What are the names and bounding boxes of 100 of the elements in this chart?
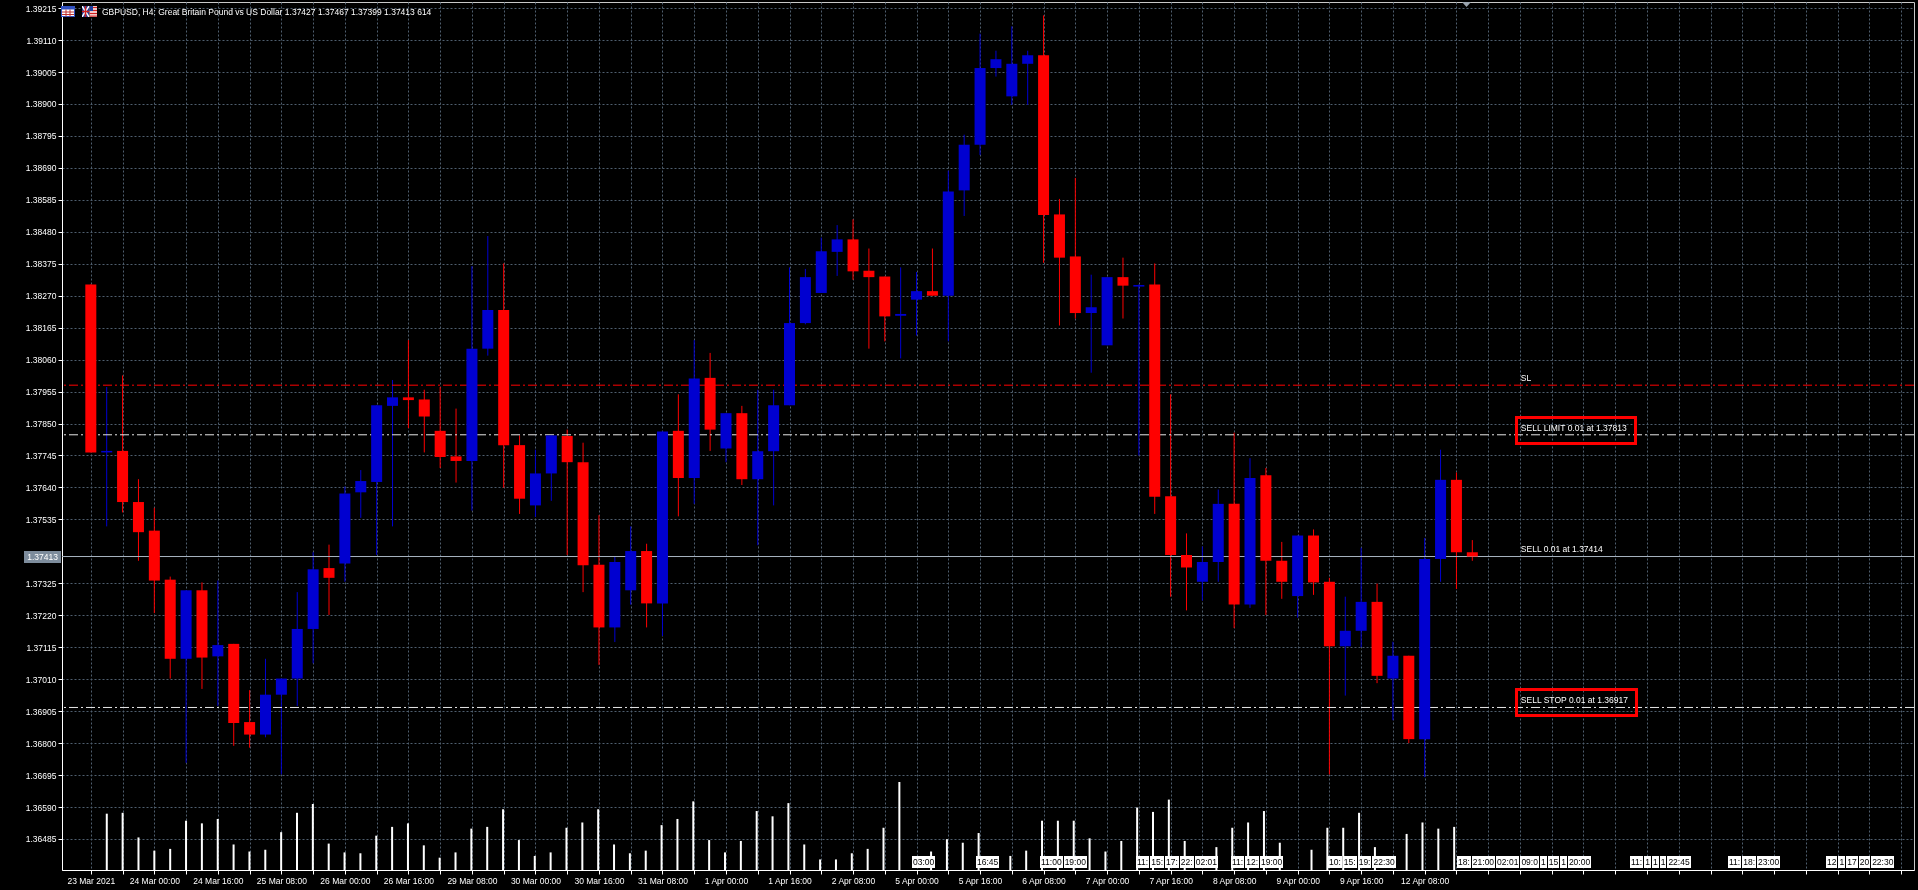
- y-tick-label: 1.37955: [25, 387, 57, 398]
- candlestick: [1276, 541, 1288, 600]
- candlestick: [1180, 532, 1192, 611]
- ref-line-label: SELL STOP 0.01 at 1.36917: [1520, 695, 1628, 706]
- y-tick-label: 1.37535: [25, 514, 57, 525]
- x-tick-label: 2 Apr 08:00: [831, 875, 876, 886]
- text: 12: [1826, 856, 1838, 868]
- candlestick: [1196, 545, 1208, 602]
- x-tick-label: 9 Apr 16:00: [1339, 875, 1384, 886]
- annotation: 16:45: [976, 856, 1000, 868]
- annotation: 02:01: [1194, 856, 1218, 868]
- candlestick: [212, 580, 224, 707]
- x-tick-label: 25 Mar 08:00: [256, 875, 308, 886]
- text: 1: [1659, 856, 1667, 868]
- annotation: 17:: [1165, 856, 1179, 868]
- y-tick-label: 1.39005: [25, 67, 57, 78]
- text: 11:: [1728, 856, 1742, 868]
- candlestick: [450, 408, 462, 484]
- x-tick-label: 6 Apr 08:00: [1022, 875, 1067, 886]
- ref-line-label: SL: [1520, 373, 1532, 384]
- annotation: 19:00: [1260, 856, 1284, 868]
- annotation: 19:: [1357, 856, 1372, 868]
- y-tick-label: 1.36590: [25, 802, 57, 813]
- text: 15: [1547, 856, 1560, 868]
- candlestick: [1117, 257, 1129, 320]
- y-tick-label: 1.38690: [25, 163, 57, 174]
- annotation: 22:30: [1372, 856, 1396, 868]
- x-tick-label: 29 Mar 08:00: [447, 875, 498, 886]
- x-tick-label: 8 Apr 08:00: [1212, 875, 1257, 886]
- text: 02:01: [1496, 856, 1520, 868]
- x-tick-label: 23 Mar 2021: [67, 875, 116, 886]
- x-tick-label: 9 Apr 00:00: [1276, 875, 1321, 886]
- text: 1: [1644, 856, 1651, 868]
- text: 1: [1560, 856, 1567, 868]
- x-tick-label: 5 Apr 16:00: [958, 875, 1003, 886]
- y-tick-label: 1.38585: [25, 195, 57, 206]
- annotation: 12:: [1245, 856, 1260, 868]
- y-tick-label: 1.36905: [25, 706, 57, 717]
- x-tick-label: 5 Apr 00:00: [895, 875, 940, 886]
- y-tick-label: 1.37115: [26, 642, 57, 653]
- candlestick: [926, 248, 938, 297]
- candlestick: [355, 469, 367, 519]
- x-tick-label: 24 Mar 16:00: [193, 875, 244, 886]
- text: 23:00: [1757, 856, 1781, 868]
- y-tick-label: 1.37850: [25, 419, 57, 430]
- x-tick-label: 1 Apr 00:00: [704, 875, 749, 886]
- candlestick: [1466, 539, 1478, 562]
- candlestick: [895, 266, 907, 359]
- y-tick-label: 1.38270: [25, 291, 57, 302]
- text: 11:: [1630, 856, 1644, 868]
- y-tick-label: 1.38165: [25, 323, 57, 334]
- candlestick: [1085, 274, 1097, 374]
- y-tick-label: 1.39215: [25, 3, 57, 14]
- x-tick-label: 30 Mar 00:00: [510, 875, 562, 886]
- text: 20:00: [1567, 856, 1592, 868]
- candlestick: [863, 248, 875, 350]
- y-tick-label: 1.38795: [25, 131, 57, 142]
- candlestick: [387, 379, 399, 527]
- annotation: 10:: [1328, 856, 1342, 868]
- text: 09:0: [1520, 856, 1539, 868]
- text: 1: [1651, 856, 1659, 868]
- text: 18:: [1742, 856, 1757, 868]
- y-tick-label: 1.37325: [25, 578, 57, 589]
- y-tick-label: 1.38060: [25, 355, 57, 366]
- text: 1: [1539, 856, 1547, 868]
- ref-line-label: 1.37413: [24, 550, 61, 563]
- y-tick-label: 1.36695: [25, 770, 57, 781]
- text: 1: [1838, 856, 1846, 868]
- annotation: 19:00: [1063, 856, 1087, 868]
- x-tick-label: 26 Mar 00:00: [320, 875, 371, 886]
- x-tick-label: 7 Apr 00:00: [1085, 875, 1130, 886]
- y-tick-label: 1.36800: [25, 738, 57, 749]
- y-tick-label: 1.38375: [25, 259, 57, 270]
- text: 22:45: [1667, 856, 1691, 868]
- ref-line-label: SELL LIMIT 0.01 at 1.37813: [1520, 422, 1627, 433]
- text: GBPUSD, H4: Great Britain Pound vs US Dollar 1.37427 1.37467 1.37399 1.37413 614: [102, 7, 432, 17]
- candlestick: [1133, 283, 1145, 456]
- candlestick: [1339, 596, 1351, 697]
- annotation: 15:: [1342, 856, 1357, 868]
- y-tick-label: 1.39110: [26, 35, 57, 46]
- y-tick-label: 1.37745: [25, 450, 57, 461]
- x-tick-label: 24 Mar 00:00: [129, 875, 181, 886]
- annotation: 15:: [1150, 856, 1165, 868]
- candlestick: [418, 389, 430, 453]
- candlestick: [1387, 641, 1399, 721]
- candlestick: [323, 544, 335, 616]
- x-tick-label: 30 Mar 16:00: [574, 875, 625, 886]
- candlestick: [1022, 50, 1034, 106]
- text: 22:30: [1871, 856, 1895, 868]
- candlestick: [831, 224, 843, 277]
- y-tick-label: 1.37010: [25, 674, 57, 685]
- text: 20: [1858, 856, 1871, 868]
- y-tick-label: 1.37220: [25, 610, 57, 621]
- y-tick-label: 1.38900: [25, 99, 57, 110]
- candlestick: [275, 678, 287, 775]
- x-tick-label: 7 Apr 16:00: [1149, 875, 1194, 886]
- annotation: 22:: [1179, 856, 1194, 868]
- candlestick: [911, 271, 923, 337]
- x-tick-label: 1 Apr 16:00: [768, 875, 813, 886]
- text: 17: [1846, 856, 1858, 868]
